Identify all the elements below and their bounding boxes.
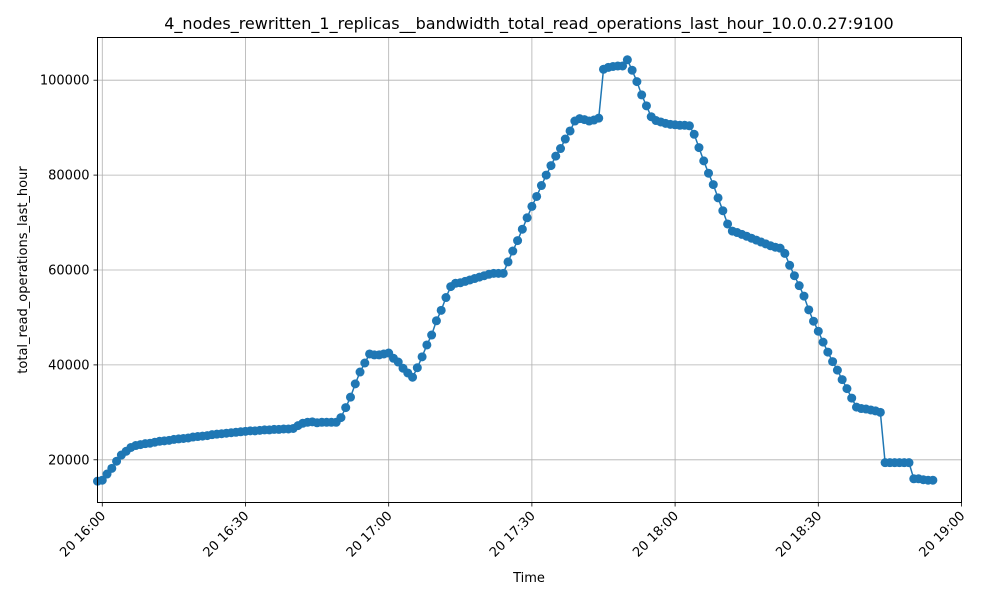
data-point <box>699 156 709 166</box>
data-point <box>828 357 838 367</box>
data-point <box>503 257 513 267</box>
data-point <box>527 201 537 211</box>
data-point <box>813 326 823 336</box>
data-point <box>546 161 556 171</box>
data-point <box>517 224 527 234</box>
data-point <box>847 393 857 403</box>
data-point <box>718 206 728 216</box>
data-point <box>804 305 814 315</box>
data-point <box>723 219 733 229</box>
data-point <box>522 213 532 223</box>
data-point <box>355 367 365 377</box>
data-point <box>694 143 704 153</box>
data-point <box>560 134 570 144</box>
data-point <box>637 90 647 100</box>
data-point <box>842 384 852 394</box>
data-point <box>532 191 542 201</box>
data-point <box>536 181 546 191</box>
data-point <box>632 77 642 87</box>
data-point <box>107 463 117 473</box>
data-point <box>336 413 346 423</box>
data-point <box>641 101 651 111</box>
data-point <box>541 170 551 180</box>
data-point <box>794 281 804 291</box>
y-axis: 20000 40000 60000 80000 100000 <box>40 74 98 468</box>
data-point <box>704 168 714 178</box>
data-point <box>431 316 441 326</box>
data-point <box>627 65 637 75</box>
data-point <box>345 392 355 402</box>
data-point <box>875 407 885 417</box>
data-point <box>708 180 718 190</box>
data-point <box>427 330 437 340</box>
data-point <box>565 126 575 136</box>
data-point <box>618 61 628 71</box>
data-point <box>97 475 107 485</box>
data-point <box>360 358 370 368</box>
data-point <box>928 475 938 485</box>
data-point <box>789 271 799 281</box>
data-point <box>417 352 427 362</box>
data-point <box>513 236 523 246</box>
y-tick-label: 40000 <box>48 358 89 373</box>
data-point <box>780 248 790 258</box>
data-point <box>684 121 694 131</box>
data-point <box>412 363 422 373</box>
y-axis-label: total_read_operations_last_hour <box>16 166 31 374</box>
x-axis-label: Time <box>512 571 545 586</box>
data-point <box>556 144 566 154</box>
series-markers <box>93 55 938 486</box>
data-point <box>785 260 795 270</box>
data-point <box>799 291 809 301</box>
data-point <box>809 316 819 326</box>
y-tick-label: 80000 <box>48 169 89 184</box>
data-point <box>832 365 842 375</box>
data-point <box>422 340 432 350</box>
data-point <box>594 113 604 123</box>
data-point <box>436 305 446 315</box>
data-point <box>508 246 518 256</box>
data-point <box>551 151 561 161</box>
y-tick-label: 100000 <box>40 74 90 89</box>
data-point <box>350 379 360 389</box>
data-point <box>341 403 351 413</box>
data-point <box>689 129 699 139</box>
data-point <box>622 55 632 65</box>
data-point <box>112 456 122 466</box>
y-tick-label: 20000 <box>48 453 89 468</box>
data-point <box>904 458 914 468</box>
data-point <box>823 347 833 357</box>
y-tick-label: 60000 <box>48 264 89 279</box>
data-point <box>837 375 847 385</box>
data-point <box>408 372 418 382</box>
data-point <box>498 268 508 278</box>
grid <box>97 37 962 503</box>
data-point <box>818 337 828 347</box>
chart-title: 4_nodes_rewritten_1_replicas__bandwidth_… <box>164 14 893 34</box>
data-point <box>713 193 723 203</box>
data-point <box>441 293 451 303</box>
data-point <box>393 357 403 367</box>
